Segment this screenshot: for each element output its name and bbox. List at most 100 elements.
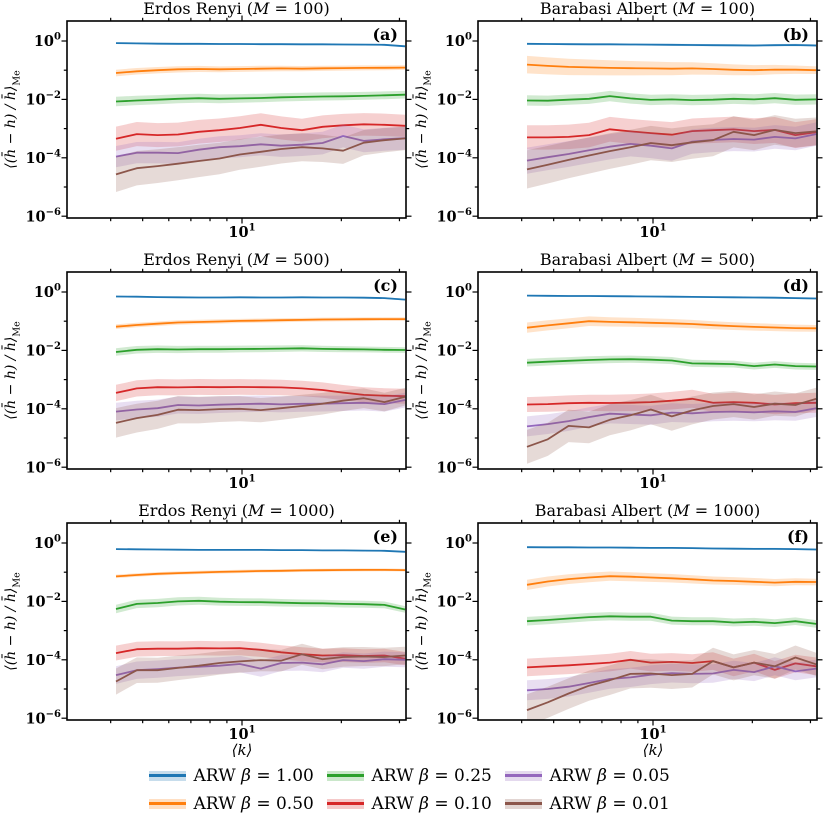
series-line (526, 95, 817, 102)
series-beta-1.00 (115, 42, 406, 48)
series-line (115, 135, 406, 158)
series-band (527, 116, 817, 150)
series-beta-0.05 (115, 392, 406, 421)
series-line (115, 137, 406, 176)
series-line (526, 656, 817, 711)
series-line (526, 294, 817, 300)
y-tick-label: 10−4 (436, 400, 472, 419)
series-beta-1.00 (526, 294, 817, 300)
legend-swatch-icon (504, 798, 542, 809)
series-band (527, 571, 817, 590)
legend-grid: ARW β = 1.00 ARW β = 0.25 ARW β = 0.05 ARW … (148, 763, 683, 816)
legend: ARW β = 1.00 ARW β = 0.25 ARW β = 0.05 ARW … (0, 763, 831, 816)
series-line (115, 395, 406, 424)
series-beta-0.01 (115, 387, 406, 438)
series-line (526, 42, 817, 47)
series-line (527, 128, 817, 139)
legend-swatch-icon (148, 770, 186, 781)
series-beta-0.50 (115, 317, 406, 329)
series-line (115, 93, 406, 103)
series-line (115, 599, 406, 611)
y-tick-label: 10−2 (25, 592, 61, 611)
series-beta-0.25 (115, 596, 406, 614)
series-beta-0.05 (526, 657, 817, 701)
y-axis-label: ⟨(h̄ − h) / h̄⟩Me (412, 572, 434, 671)
panel-title: Erdos Renyi (M = 500) (143, 251, 330, 269)
series-band (116, 124, 406, 168)
series-line (115, 347, 406, 353)
panel-letter: (e) (373, 527, 398, 546)
panel-b: Barabasi Albert (M = 100) 100 10−2 10−4 10−6… (412, 0, 823, 242)
series-band (527, 387, 817, 464)
y-axis-label: ⟨(h̄ − h) / h̄⟩Me (1, 572, 23, 671)
panel-title: Barabasi Albert (M = 1000) (535, 502, 760, 520)
series-line (115, 569, 406, 578)
y-tick-label: 10−4 (436, 149, 472, 168)
series-band (527, 90, 817, 106)
panel-title: Barabasi Albert (M = 500) (540, 251, 755, 269)
series-beta-1.00 (526, 42, 817, 47)
series-band (527, 399, 817, 437)
series-beta-1.00 (115, 295, 406, 301)
series-beta-0.05 (526, 122, 817, 174)
panel-title: Erdos Renyi (M = 1000) (138, 502, 335, 520)
plot-border (66, 522, 407, 721)
legend-label: ARW β = 1.00 (193, 765, 314, 786)
series-band (116, 379, 406, 404)
y-tick-label: 10−2 (436, 90, 472, 109)
series-line (115, 123, 406, 140)
panel-c: Erdos Renyi (M = 500) 100 10−2 10−4 10−6 101 ⟨… (1, 251, 412, 493)
x-tick-label: 101 (639, 223, 666, 242)
series-band (527, 657, 817, 701)
series-beta-0.50 (526, 316, 817, 333)
series-line (526, 397, 817, 448)
panel-e: Erdos Renyi (M = 1000) 100 10−2 10−4 10−6 101… (1, 502, 412, 759)
series-beta-0.10 (115, 113, 406, 151)
y-tick-label: 10−6 (25, 458, 61, 477)
series-beta-0.50 (526, 55, 817, 76)
y-axis-label: ⟨(h̄ − h) / h̄⟩Me (412, 321, 434, 420)
panel-d: Barabasi Albert (M = 500) 100 10−2 10−4 10−6… (412, 251, 823, 493)
legend-label: ARW β = 0.05 (549, 765, 670, 786)
legend-item-2: ARW β = 0.05 (504, 763, 683, 788)
series-band (116, 392, 406, 421)
y-axis-label: ⟨(h̄ − h) / h̄⟩Me (412, 70, 434, 169)
y-tick-label: 100 (445, 534, 472, 553)
series-beta-0.10 (115, 379, 406, 404)
panel-letter: (c) (373, 276, 398, 295)
series-band (116, 387, 406, 438)
panel-letter: (f) (787, 527, 809, 546)
y-tick-label: 10−2 (25, 90, 61, 109)
y-tick-label: 10−2 (25, 341, 61, 360)
x-tick-label: 101 (228, 474, 255, 493)
legend-item-4: ARW β = 0.10 (326, 791, 505, 816)
x-tick-label: 101 (228, 725, 255, 744)
y-tick-label: 100 (34, 283, 61, 302)
x-axis-label: ⟨k⟩ (232, 741, 253, 759)
legend-swatch-icon (148, 798, 186, 809)
legend-label: ARW β = 0.25 (371, 765, 492, 786)
panel-letter: (a) (372, 25, 398, 44)
series-beta-0.50 (526, 571, 817, 590)
series-line (526, 407, 817, 428)
series-line (115, 548, 406, 553)
y-tick-label: 10−4 (25, 149, 61, 168)
series-beta-0.01 (526, 115, 817, 189)
legend-item-0: ARW β = 1.00 (148, 763, 327, 788)
legend-label: ARW β = 0.50 (193, 793, 314, 814)
series-beta-0.01 (115, 126, 406, 192)
panel-title: Erdos Renyi (M = 100) (143, 0, 330, 18)
series-line (115, 386, 406, 398)
series-band (116, 113, 406, 151)
series-band (527, 389, 817, 415)
series-beta-0.25 (526, 355, 817, 370)
panel-title: Barabasi Albert (M = 100) (540, 0, 755, 18)
legend-item-1: ARW β = 0.25 (326, 763, 505, 788)
series-band (116, 643, 406, 695)
series-beta-0.50 (115, 65, 406, 77)
x-tick-label: 101 (639, 725, 666, 744)
legend-label: ARW β = 0.01 (549, 793, 670, 814)
y-tick-label: 10−6 (436, 709, 472, 728)
y-tick-label: 10−2 (436, 592, 472, 611)
x-tick-label: 101 (639, 474, 666, 493)
